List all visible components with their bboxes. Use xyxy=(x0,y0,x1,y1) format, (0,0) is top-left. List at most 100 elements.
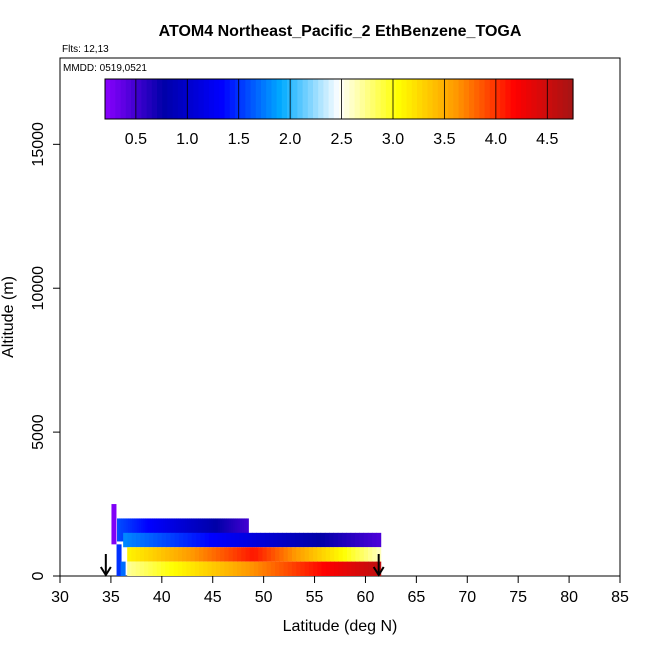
heat-cell xyxy=(173,547,179,562)
heat-cell xyxy=(342,532,347,548)
heat-cell xyxy=(217,518,221,542)
heat-cell xyxy=(170,532,176,548)
heat-cell xyxy=(224,518,227,542)
heat-cell xyxy=(316,532,322,548)
heat-cell xyxy=(143,518,146,542)
heat-cell xyxy=(207,561,213,576)
arrow-head xyxy=(99,566,112,577)
heat-cell xyxy=(191,532,197,548)
heat-cell xyxy=(123,532,128,548)
colorbar-segment xyxy=(250,79,257,119)
heat-cell xyxy=(359,532,365,548)
colorbar-tick-label: 4.0 xyxy=(485,131,507,148)
heat-cell xyxy=(251,532,257,548)
colorbar-segment xyxy=(203,79,210,119)
heat-cell xyxy=(183,532,189,548)
heat-cell xyxy=(313,547,318,562)
y-tick-label: 5000 xyxy=(30,414,47,450)
heat-cell xyxy=(287,547,293,562)
colorbar-segment xyxy=(526,79,532,119)
heat-cell xyxy=(213,532,219,548)
heat-cell xyxy=(178,532,184,548)
colorbar-segment xyxy=(385,79,392,119)
heat-cell xyxy=(165,547,170,562)
colorbar-segment xyxy=(141,79,148,119)
heat-cell xyxy=(249,547,255,562)
heat-cell xyxy=(307,532,313,548)
heat-cell xyxy=(208,532,214,548)
colorbar-segment xyxy=(333,79,340,119)
heat-cell xyxy=(279,547,285,562)
heat-cell xyxy=(286,532,292,548)
colorbar-segment xyxy=(411,79,418,119)
heat-cell xyxy=(266,547,272,562)
flight-arrows xyxy=(99,554,385,577)
heat-cell xyxy=(376,532,382,548)
x-tick-label: 40 xyxy=(153,589,171,606)
heat-cell xyxy=(206,518,210,542)
colorbar-segment xyxy=(406,79,413,119)
heat-strip xyxy=(123,532,382,548)
heat-cell xyxy=(253,561,259,576)
down-arrow-icon xyxy=(99,554,112,577)
heat-cell xyxy=(144,561,149,576)
heat-cell xyxy=(275,547,280,562)
heat-cell xyxy=(195,518,199,542)
colorbar-segment xyxy=(193,79,200,119)
colorbar-segment xyxy=(209,79,215,119)
colorbar-segment xyxy=(375,79,382,119)
heat-cell xyxy=(228,518,232,542)
colorbar-segment xyxy=(162,79,168,119)
heat-cell xyxy=(245,561,251,576)
heat-cell xyxy=(131,561,137,576)
colorbar-segment xyxy=(266,79,272,119)
heat-cell xyxy=(136,532,141,548)
heat-cell xyxy=(333,532,339,548)
heat-cell xyxy=(338,547,344,562)
heat-cell xyxy=(264,532,270,548)
heat-cell xyxy=(135,547,141,562)
colorbar: 0.5 1.0 1.5 2.0 2.5 3.0 3.5 4.0 4.5 xyxy=(104,78,574,148)
colorbar-tick-label: 4.5 xyxy=(536,131,558,148)
heat-cell xyxy=(308,547,314,562)
heat-cell xyxy=(219,518,223,542)
heat-cell xyxy=(266,561,272,576)
colorbar-segment xyxy=(521,79,527,119)
heat-cell xyxy=(262,547,268,562)
heat-cell xyxy=(199,547,204,562)
colorbar-segment xyxy=(188,79,194,119)
heat-cell xyxy=(127,518,131,542)
heat-cell xyxy=(320,532,326,548)
x-axis: 30 35 40 45 50 55 60 65 70 75 80 85 xyxy=(51,576,629,606)
x-tick-label: 60 xyxy=(357,589,375,606)
heat-cell xyxy=(152,561,158,576)
heat-cell xyxy=(294,532,300,548)
heat-cell xyxy=(200,532,206,548)
colorbar-segment xyxy=(167,79,174,119)
heat-cell xyxy=(359,561,365,576)
heat-cell xyxy=(215,547,221,562)
colorbar-segment xyxy=(110,79,116,119)
colorbar-segment xyxy=(183,79,189,119)
colorbar-segment xyxy=(354,79,361,119)
colorbar-segment xyxy=(469,79,475,119)
heat-cell xyxy=(230,518,234,542)
colorbar-segment xyxy=(495,79,501,119)
x-tick-label: 85 xyxy=(611,589,629,606)
heat-cell xyxy=(304,547,310,562)
colorbar-segment xyxy=(562,79,569,119)
heat-cell xyxy=(148,547,154,562)
heat-cell xyxy=(173,518,177,542)
heat-cell xyxy=(296,561,301,576)
colorbar-tick-label: 3.0 xyxy=(382,131,404,148)
heat-cell xyxy=(256,532,262,548)
colorbar-tick-label: 0.5 xyxy=(125,131,147,148)
heat-cell xyxy=(161,561,166,576)
heat-cell xyxy=(260,532,266,548)
colorbar-segment xyxy=(240,79,246,119)
heat-cell xyxy=(270,547,276,562)
heat-cell xyxy=(372,532,377,548)
heat-cell xyxy=(165,518,168,542)
heat-cell xyxy=(237,547,242,562)
colorbar-segment xyxy=(552,79,558,119)
